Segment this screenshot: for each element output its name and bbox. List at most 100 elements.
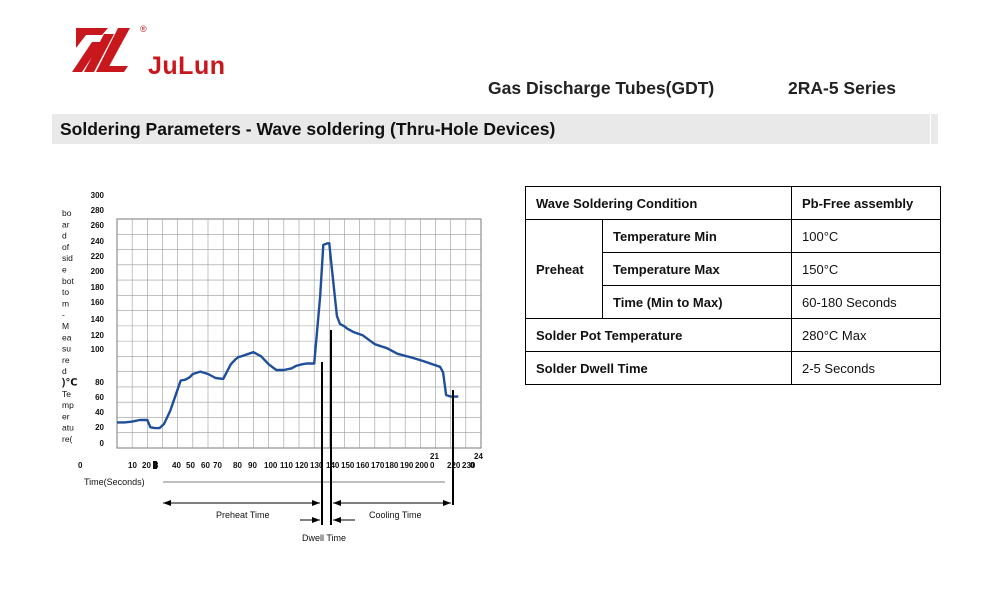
row-label: Temperature Min (602, 219, 792, 253)
cooling-time-label: Cooling Time (369, 510, 422, 520)
y-axis-label-fragment: mp (62, 400, 74, 410)
plot-frame (116, 218, 482, 449)
y-axis-label-fragment: bot (62, 276, 74, 286)
preheat-time-label: Preheat Time (216, 510, 270, 520)
x-tick-label: 10 (128, 461, 137, 470)
y-tick-label: 20 (95, 423, 104, 432)
cooling-arrow-head-right (443, 500, 451, 506)
x-tick-label: 0 (430, 461, 435, 470)
preheat-arrow-head-left (163, 500, 171, 506)
temperature-curve (117, 242, 459, 430)
y-axis-label-fragment: sid (62, 253, 73, 263)
y-axis-label-fragment: d (62, 231, 67, 241)
x-tick-label: 180 (385, 461, 399, 470)
y-axis-label-fragment: ar (62, 219, 70, 229)
x-tick-label: 100 (264, 461, 278, 470)
y-axis-label-fragment: su (62, 344, 71, 354)
row-label: Time (Min to Max) (602, 285, 792, 319)
y-tick-label: 220 (91, 252, 105, 261)
y-tick-label: 60 (95, 393, 104, 402)
y-tick-label: 140 (91, 315, 105, 324)
x-tick-label: 50 (186, 461, 195, 470)
dwell-arrow-right-head (333, 517, 341, 523)
row-value: 150°C (791, 252, 941, 286)
x-tick-label: 130 (310, 461, 324, 470)
dwell-arrow-left-head (312, 517, 320, 523)
dwell-time-label: Dwell Time (302, 533, 346, 543)
x-tick-label: 0 (470, 461, 475, 470)
x-tick-label: 140 (326, 461, 340, 470)
header-condition: Wave Soldering Condition (525, 186, 792, 220)
y-tick-label: 120 (91, 331, 105, 340)
y-axis-label-fragment: re( (62, 434, 73, 444)
product-title: Gas Discharge Tubes(GDT) (488, 78, 715, 98)
y-tick-label: 100 (91, 345, 105, 354)
x-tick-label: 21 (430, 452, 439, 461)
y-tick-label: 180 (91, 283, 105, 292)
y-axis-label-fragment: ea (62, 332, 72, 342)
table-header-row: Wave Soldering Condition Pb-Free assembl… (525, 186, 941, 220)
section-title: Soldering Parameters - Wave soldering (T… (60, 119, 556, 139)
y-axis-label-fragment: e (62, 265, 67, 275)
y-axis-label-fragment: bo (62, 208, 72, 218)
y-axis-label-fragment: re (62, 355, 70, 365)
dwell-time-label: Solder Dwell Time (525, 351, 792, 385)
row-value: 60-180 Seconds (791, 285, 941, 319)
time-markers (163, 330, 454, 525)
x-tick-label: 200 (415, 461, 429, 470)
y-axis-label-fragment: m (62, 298, 69, 308)
solder-pot-value: 280°C Max (791, 318, 941, 352)
julun-logo-icon (72, 28, 130, 72)
y-axis-label-fragment: er (62, 411, 70, 421)
x-tick-marker-block (153, 461, 157, 469)
y-axis-label-fragment: M (62, 321, 69, 331)
x-tick-label: 24 (474, 452, 483, 461)
x-tick-label: 3 (154, 461, 159, 470)
preheat-arrow-head-right (312, 500, 320, 506)
y-axis-label-fragment: d (62, 366, 67, 376)
x-tick-label: 0 (78, 461, 83, 470)
x-tick-label: 120 (295, 461, 309, 470)
table-row: Solder Pot Temperature 280°C Max (525, 318, 941, 352)
y-axis-label-fragment: of (62, 242, 70, 252)
x-tick-label: 90 (248, 461, 257, 470)
series-title: 2RA-5 Series (788, 78, 896, 98)
wave-soldering-condition-table: Wave Soldering Condition Pb-Free assembl… (525, 186, 941, 385)
chart-grid (116, 218, 482, 449)
x-tick-label: 190 (400, 461, 414, 470)
table-row: Solder Dwell Time 2-5 Seconds (525, 351, 941, 385)
table-row: Preheat Temperature Min 100°C (525, 219, 941, 319)
y-axis-label-fragment: to (62, 287, 69, 297)
y-tick-label: 200 (91, 267, 105, 276)
x-tick-label: 70 (213, 461, 222, 470)
x-tick-label: 150 (341, 461, 355, 470)
x-tick-label: 110 (280, 461, 293, 470)
x-tick-labels: 0 10 20 3 40 50 60 70 80 90 100 110 120 130 140 150 160 1… (78, 452, 483, 470)
y-axis-label-fragment: - (62, 310, 65, 320)
table-row: Temperature Max 150°C (526, 252, 941, 286)
x-tick-label: 80 (233, 461, 242, 470)
y-tick-label: 40 (95, 408, 104, 417)
cooling-arrow-head-left (333, 500, 341, 506)
y-tick-label: 160 (91, 298, 105, 307)
y-tick-label: 300 (91, 191, 105, 200)
x-tick-label: 40 (172, 461, 181, 470)
banner-divider (930, 114, 931, 144)
dwell-time-value: 2-5 Seconds (791, 351, 941, 385)
y-tick-label: 260 (91, 221, 105, 230)
solder-pot-label: Solder Pot Temperature (525, 318, 792, 352)
y-axis-label-fragment: atu (62, 423, 74, 433)
x-tick-label: 160 (356, 461, 370, 470)
x-tick-label: 230 (462, 461, 476, 470)
row-value: 100°C (791, 219, 941, 253)
section-banner (52, 114, 938, 144)
preheat-label: Preheat (525, 219, 603, 319)
y-tick-labels: 3002802602402202001801601401201008060402… (91, 191, 105, 448)
x-tick-label: 220 (447, 461, 461, 470)
y-axis-label-fragment: Te (62, 389, 71, 399)
row-label: Temperature Max (602, 252, 792, 286)
registered-mark: ® (140, 24, 147, 34)
y-tick-label: 80 (95, 378, 104, 387)
y-tick-label: 240 (91, 237, 105, 246)
